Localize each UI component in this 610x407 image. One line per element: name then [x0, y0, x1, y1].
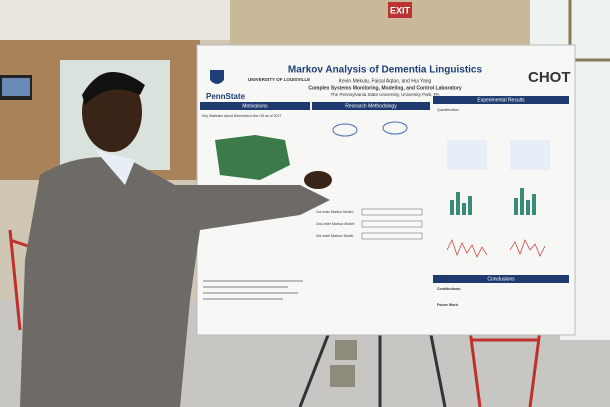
pennstate-shield	[210, 70, 224, 84]
section-heading: Research Methodology	[345, 103, 397, 109]
plot-line	[446, 239, 488, 258]
section-header	[312, 102, 430, 110]
section-heading: Conclusions	[487, 276, 515, 282]
section-item: 2nd order Markov Model:	[316, 222, 355, 226]
shirt-collar	[95, 150, 135, 185]
us-map	[215, 135, 290, 180]
authors: Kevin Mekulu, Faisal Aqlan, and Hui Yang	[339, 78, 432, 84]
section-header	[433, 96, 569, 104]
section-item: 1st order Markov Model:	[316, 210, 354, 214]
section-item: Future Work:	[437, 303, 459, 307]
easel	[298, 329, 447, 407]
lab: Complex Systems Monitoring, Modeling, an…	[308, 85, 462, 91]
ceiling	[0, 0, 270, 40]
upper-wall	[230, 0, 530, 50]
section-header	[200, 102, 310, 110]
section-item: 3rd order Markov Model:	[316, 234, 354, 238]
section-header	[433, 275, 569, 283]
logo-text: UNIVERSITY OF LOUISVILLE	[248, 77, 310, 82]
section-item: Contributions:	[437, 287, 461, 291]
diagram	[382, 121, 408, 135]
diagram	[332, 123, 358, 137]
section-heading: Experimental Results	[477, 97, 525, 103]
histogram	[450, 188, 536, 215]
presenter-hand	[304, 171, 332, 189]
university: The Pennsylvania State University, Unive…	[330, 92, 439, 97]
logo-text: CHOT	[528, 69, 571, 86]
section-item: Quantification:	[437, 108, 459, 112]
red-chair	[468, 329, 542, 407]
tv-screen	[2, 78, 30, 96]
exit-sign	[388, 2, 412, 18]
presenter-suit	[20, 157, 330, 407]
presenter-hair	[82, 72, 145, 105]
state-boxes	[361, 208, 423, 240]
section-heading: Motivations	[242, 103, 268, 109]
section-item: Key Statistics about Dementia in the US …	[202, 114, 281, 118]
heatmap	[510, 140, 550, 170]
floor-plaque	[330, 365, 355, 387]
heatmap	[447, 140, 487, 170]
exit-text: EXIT	[390, 5, 411, 15]
logo-text: PennState	[206, 92, 246, 101]
plot-line	[509, 239, 546, 257]
floor-plaque	[335, 340, 357, 360]
poster-title: Markov Analysis of Dementia Linguistics	[288, 65, 483, 76]
